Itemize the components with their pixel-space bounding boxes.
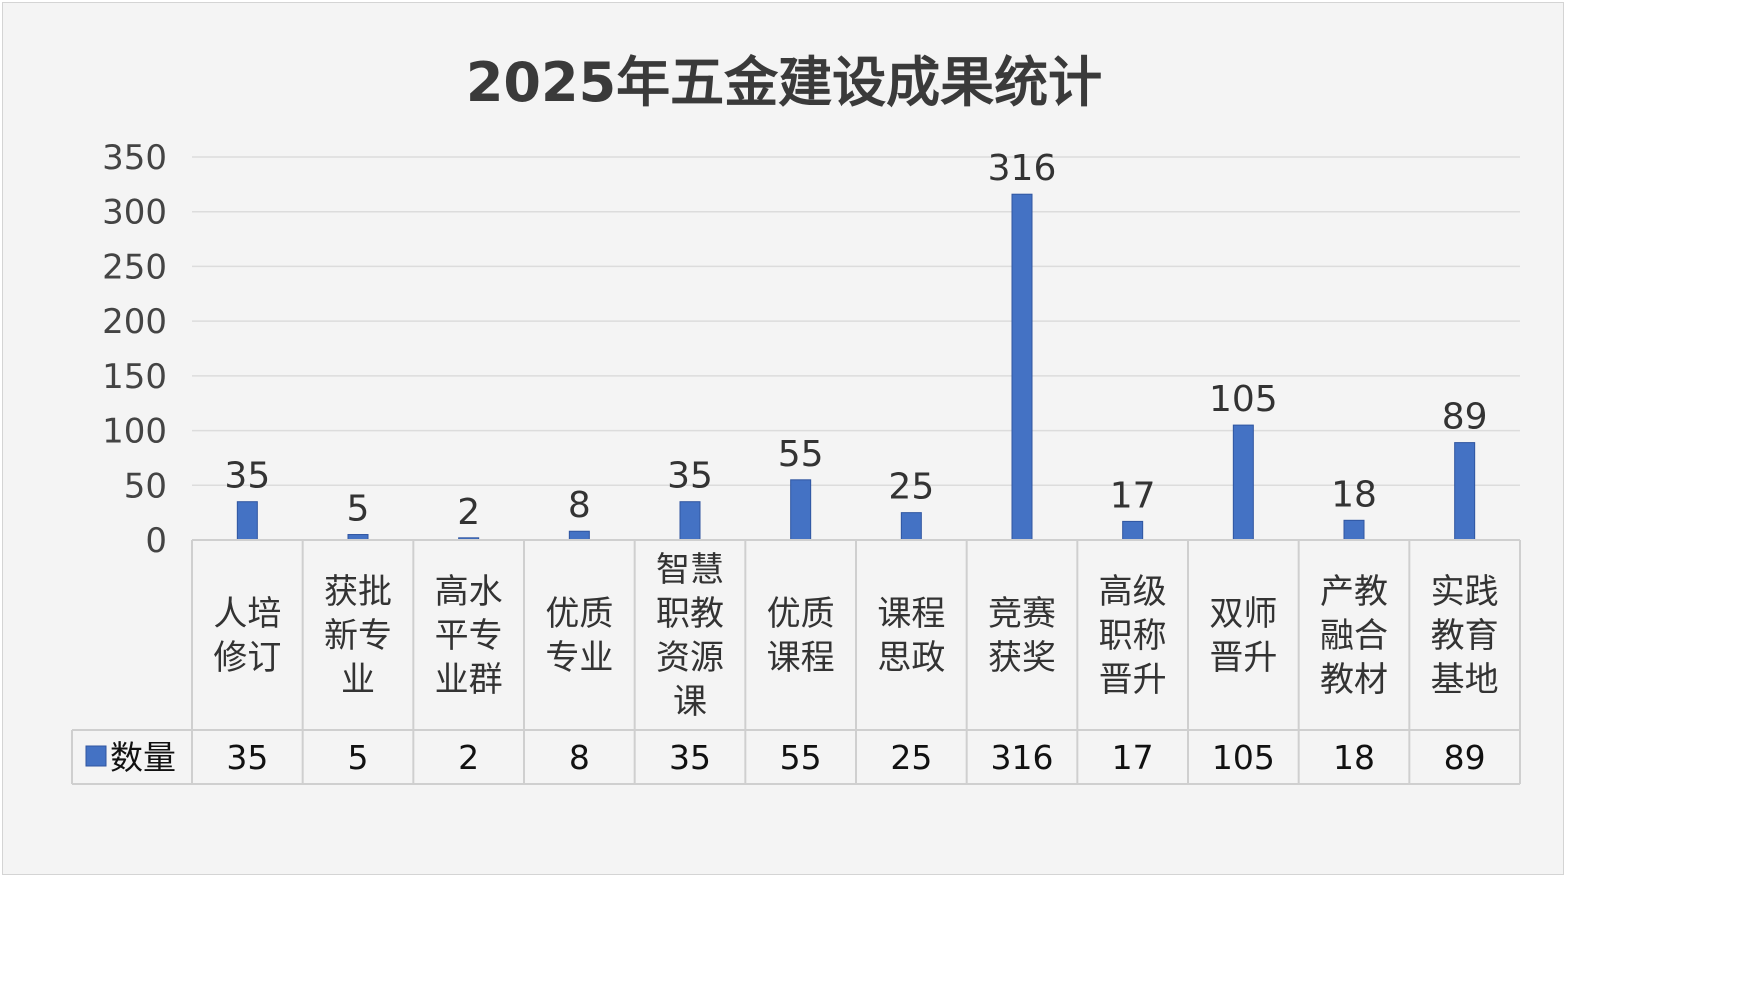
category-label: 人培	[213, 594, 281, 634]
table-value: 105	[1212, 738, 1275, 777]
table-value: 5	[348, 738, 369, 777]
table-value: 8	[569, 738, 590, 777]
category-label: 晋升	[1209, 638, 1277, 678]
category-label: 竞赛	[988, 594, 1056, 634]
y-tick-label: 50	[124, 466, 167, 506]
data-label: 35	[667, 456, 713, 497]
category-label: 新专	[324, 616, 392, 656]
category-label: 课	[673, 682, 707, 722]
bar	[1343, 519, 1365, 541]
category-label: 资源	[656, 638, 724, 678]
table-value: 89	[1444, 738, 1486, 777]
bar	[1454, 442, 1476, 541]
bar	[1232, 424, 1254, 541]
data-label: 25	[888, 467, 934, 508]
bar	[900, 512, 922, 541]
category-label: 高水	[435, 572, 503, 612]
data-label: 2	[457, 492, 480, 533]
legend-swatch	[85, 745, 107, 767]
legend-label: 数量	[110, 738, 176, 777]
category-label: 高级	[1099, 572, 1167, 612]
table-value: 18	[1333, 738, 1375, 777]
table-value: 35	[226, 738, 268, 777]
y-tick-label: 200	[102, 302, 167, 342]
category-label: 优质	[545, 594, 613, 634]
category-label: 平专	[435, 616, 503, 656]
data-label: 8	[568, 485, 591, 526]
bar	[236, 501, 258, 541]
category-label: 思政	[877, 638, 945, 678]
y-tick-label: 150	[102, 357, 167, 397]
category-label: 业	[341, 660, 375, 700]
data-label: 17	[1110, 475, 1156, 516]
category-label: 课程	[767, 638, 835, 678]
bar	[1122, 520, 1144, 541]
category-label: 获奖	[988, 638, 1056, 678]
bar	[679, 501, 701, 541]
category-label: 智慧	[656, 550, 724, 590]
category-label: 职教	[656, 594, 724, 634]
data-label: 89	[1442, 397, 1488, 438]
category-label: 晋升	[1099, 660, 1167, 700]
table-value: 316	[991, 738, 1054, 777]
category-label: 职称	[1099, 616, 1167, 656]
table-value: 25	[890, 738, 932, 777]
table-value: 2	[458, 738, 479, 777]
category-label: 实践	[1431, 572, 1499, 612]
table-value: 55	[780, 738, 822, 777]
bar	[568, 530, 590, 541]
category-label: 课程	[877, 594, 945, 634]
data-label: 18	[1331, 474, 1377, 515]
category-label: 优质	[767, 594, 835, 634]
data-label: 105	[1209, 379, 1278, 420]
category-label: 修订	[213, 638, 281, 678]
category-label: 融合	[1320, 616, 1388, 656]
y-tick-label: 350	[102, 138, 167, 178]
category-label: 基地	[1431, 660, 1499, 700]
y-tick-label: 300	[102, 193, 167, 233]
table-value: 17	[1112, 738, 1154, 777]
bar	[1011, 193, 1033, 541]
y-tick-label: 100	[102, 412, 167, 452]
bar	[790, 479, 812, 541]
category-label: 双师	[1209, 594, 1277, 634]
y-tick-label: 250	[102, 247, 167, 287]
category-label: 专业	[545, 638, 613, 678]
table-value: 35	[669, 738, 711, 777]
data-label: 316	[988, 148, 1057, 189]
category-label: 产教	[1320, 572, 1388, 612]
y-tick-label: 0	[145, 521, 167, 561]
data-label: 35	[224, 456, 270, 497]
category-label: 教材	[1320, 660, 1388, 700]
data-label: 5	[347, 489, 370, 530]
category-label: 获批	[324, 572, 392, 612]
chart-title: 2025年五金建设成果统计	[465, 51, 1103, 114]
category-label: 教育	[1431, 616, 1499, 656]
data-label: 55	[778, 434, 824, 475]
category-label: 业群	[435, 660, 503, 700]
